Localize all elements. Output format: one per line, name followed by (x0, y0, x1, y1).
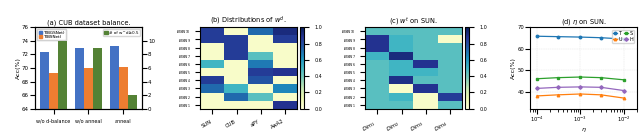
Bar (119, 67, 128, 136)
Line: U: U (536, 93, 625, 99)
H (533, 88, 541, 89)
Title: (c) $w^t$ on SUN.: (c) $w^t$ on SUN. (390, 15, 438, 27)
U (554, 94, 561, 96)
H (620, 90, 628, 91)
Legend: T, U, S, H: T, U, S, H (612, 30, 634, 43)
T (620, 38, 628, 40)
Title: (a) CUB dataset balance.: (a) CUB dataset balance. (47, 19, 131, 26)
S (554, 77, 561, 78)
Bar (58, 41, 67, 109)
T (597, 37, 605, 38)
T (533, 35, 541, 37)
Bar (109, 46, 119, 136)
S (577, 76, 584, 78)
Legend: T(BGSNet), T(BSNet): T(BGSNet), T(BSNet) (37, 29, 66, 40)
Title: (b) Distributions of $w^d$.: (b) Distributions of $w^d$. (211, 15, 287, 27)
H (597, 86, 605, 88)
S (533, 78, 541, 80)
Bar (93, 48, 102, 109)
Bar (49, 73, 58, 136)
H (577, 86, 584, 88)
Line: T: T (536, 35, 625, 40)
U (533, 95, 541, 97)
S (597, 77, 605, 78)
S (620, 79, 628, 81)
Bar (128, 95, 137, 109)
Y-axis label: Acc(%): Acc(%) (15, 57, 20, 79)
Y-axis label: Acc(%): Acc(%) (511, 57, 516, 79)
U (620, 97, 628, 99)
X-axis label: $\eta$: $\eta$ (580, 126, 586, 134)
Bar (40, 52, 49, 136)
Bar (84, 68, 93, 136)
Line: S: S (536, 76, 625, 81)
T (577, 36, 584, 38)
Title: (d) $\eta$ on SUN.: (d) $\eta$ on SUN. (561, 17, 606, 27)
U (597, 94, 605, 96)
Bar (75, 48, 84, 136)
U (577, 93, 584, 95)
T (554, 36, 561, 37)
Legend: # of w^d≥0.5: # of w^d≥0.5 (103, 29, 140, 36)
Line: H: H (536, 86, 625, 92)
H (554, 86, 561, 88)
